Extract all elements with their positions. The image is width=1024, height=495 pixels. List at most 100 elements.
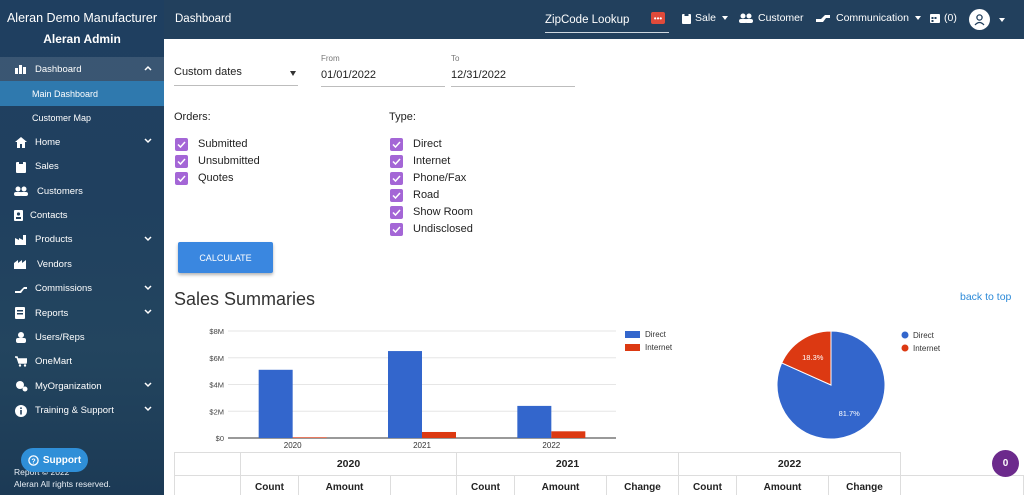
users-icon <box>739 13 753 23</box>
support-button[interactable]: ? Support <box>21 448 88 472</box>
check-icon <box>175 154 188 168</box>
sidebar-item-customers[interactable]: Customers <box>0 179 164 203</box>
sidebar-subitem-main-dashboard[interactable]: Main Dashboard <box>0 81 164 106</box>
sidebar-item-label: MyOrganization <box>35 380 102 392</box>
sidebar-item-label: Home <box>35 136 61 148</box>
checkbox-road[interactable]: Road <box>390 188 439 202</box>
sidebar-item-myorganization[interactable]: MyOrganization <box>0 374 164 398</box>
chevron-down-icon <box>144 284 152 290</box>
check-icon <box>390 137 403 151</box>
sidebar-item-commissions[interactable]: Commissions <box>0 277 164 301</box>
check-icon <box>390 188 403 202</box>
sales-charts: $0 $2M $4M $6M $8M 2020 2021 2022 Direct Internet… <box>209 327 941 450</box>
checkbox-label: Direct <box>413 138 442 150</box>
pie-label: 81.7% <box>839 409 861 418</box>
checkbox-label: Unsubmitted <box>198 155 260 167</box>
back-to-top-link[interactable]: back to top <box>960 291 1012 303</box>
check-icon <box>390 154 403 168</box>
report-icon <box>14 307 28 320</box>
bar-direct-2020 <box>258 369 293 438</box>
sidebar-item-contacts[interactable]: Contacts <box>0 203 164 227</box>
handshake-icon <box>14 283 28 295</box>
checkbox-direct[interactable]: Direct <box>390 137 442 151</box>
check-icon <box>390 205 403 219</box>
y-tick-label: $8M <box>209 327 224 336</box>
handshake-icon <box>816 15 830 22</box>
checkbox-submitted[interactable]: Submitted <box>175 137 248 151</box>
table-cell <box>900 475 1024 495</box>
user-name: Aleran Admin <box>43 32 121 46</box>
communication-label: Communication <box>836 12 909 24</box>
summary-table: 2020 2021 2022 Count Amount Count Amount… <box>174 452 1024 495</box>
caret-down-icon <box>914 16 921 20</box>
from-label: From <box>321 54 340 63</box>
year-header-2021: 2021 <box>456 452 679 476</box>
more-icon[interactable]: ••• <box>651 12 665 24</box>
y-tick-label: $6M <box>209 354 224 363</box>
pie-label: 18.3% <box>802 353 824 362</box>
sidebar-item-reports[interactable]: Reports <box>0 301 164 325</box>
sidebar-nav: Dashboard Main Dashboard Customer Map Ho… <box>0 57 164 423</box>
avatar[interactable] <box>969 9 990 30</box>
sidebar-item-products[interactable]: Products <box>0 228 164 252</box>
sidebar-item-home[interactable]: Home <box>0 130 164 154</box>
sidebar-item-vendors[interactable]: Vendors <box>0 252 164 276</box>
checkbox-label: Internet <box>413 155 451 167</box>
contact-card-icon <box>14 210 23 222</box>
to-label: To <box>451 54 460 63</box>
sidebar-item-onemart[interactable]: OneMart <box>0 350 164 374</box>
sidebar-item-label: Commissions <box>35 283 93 295</box>
checkbox-label: Submitted <box>198 138 248 150</box>
chevron-down-icon <box>144 406 152 412</box>
from-date-field[interactable]: From 01/01/2022 <box>321 54 445 87</box>
sidebar-item-sales[interactable]: Sales <box>0 155 164 179</box>
y-tick-label: $4M <box>209 381 224 390</box>
calculate-button[interactable]: CALCULATE <box>178 242 273 273</box>
zipcode-lookup-input[interactable]: ZipCode Lookup <box>545 8 669 33</box>
sale-menu[interactable]: Sale <box>682 12 729 24</box>
check-icon <box>390 171 403 185</box>
sidebar-item-users-reps[interactable]: Users/Reps <box>0 325 164 349</box>
bar-internet-2022 <box>551 431 586 438</box>
date-range-select[interactable]: Custom dates <box>174 62 298 86</box>
checkbox-internet[interactable]: Internet <box>390 154 450 168</box>
svg-text:?: ? <box>31 458 35 465</box>
customer-link[interactable]: Customer <box>739 12 804 24</box>
dropdown-arrow-icon <box>290 71 296 76</box>
clipboard-icon <box>14 160 28 173</box>
caret-down-icon[interactable] <box>999 18 1005 22</box>
calendar-button[interactable]: (0) <box>930 12 957 24</box>
cart-icon <box>14 356 28 368</box>
checkbox-quotes[interactable]: Quotes <box>175 171 233 185</box>
sidebar-item-label: Reports <box>35 307 69 319</box>
org-name: Aleran Demo Manufacturer <box>6 11 158 25</box>
col-count: Count <box>678 475 737 495</box>
page-title: Dashboard <box>175 13 232 25</box>
notification-badge[interactable]: 0 <box>992 450 1019 477</box>
y-tick-label: $0 <box>216 434 224 443</box>
info-icon <box>14 404 28 417</box>
section-title: Sales Summaries <box>174 289 316 309</box>
sidebar-subitem-customer-map[interactable]: Customer Map <box>32 112 92 123</box>
communication-menu[interactable]: Communication <box>816 12 921 24</box>
legend-label: Direct <box>913 331 935 340</box>
sidebar-item-training-support[interactable]: Training & Support <box>0 398 164 422</box>
check-icon <box>390 222 403 236</box>
checkbox-unsubmitted[interactable]: Unsubmitted <box>175 154 260 168</box>
checkbox-undisclosed[interactable]: Undisclosed <box>390 222 473 236</box>
caret-down-icon <box>722 16 729 20</box>
year-header-2020: 2020 <box>240 452 457 476</box>
to-date-field[interactable]: To 12/31/2022 <box>451 54 575 87</box>
sale-label: Sale <box>695 12 717 24</box>
y-tick-label: $2M <box>209 407 224 416</box>
check-icon <box>175 171 188 185</box>
sidebar-item-label: Users/Reps <box>35 331 85 343</box>
sidebar-item-dashboard[interactable]: Dashboard <box>0 57 164 82</box>
main-content: Custom dates From 01/01/2022 To 12/31/20… <box>164 39 1024 495</box>
checkbox-show-room[interactable]: Show Room <box>390 205 473 219</box>
checkbox-phone-fax[interactable]: Phone/Fax <box>390 171 466 185</box>
sidebar-item-label: Customers <box>37 185 83 197</box>
help-icon: ? <box>28 454 39 466</box>
table-row: Count Amount Count Amount Change Count A… <box>174 475 1024 495</box>
legend-label: Internet <box>645 343 673 352</box>
